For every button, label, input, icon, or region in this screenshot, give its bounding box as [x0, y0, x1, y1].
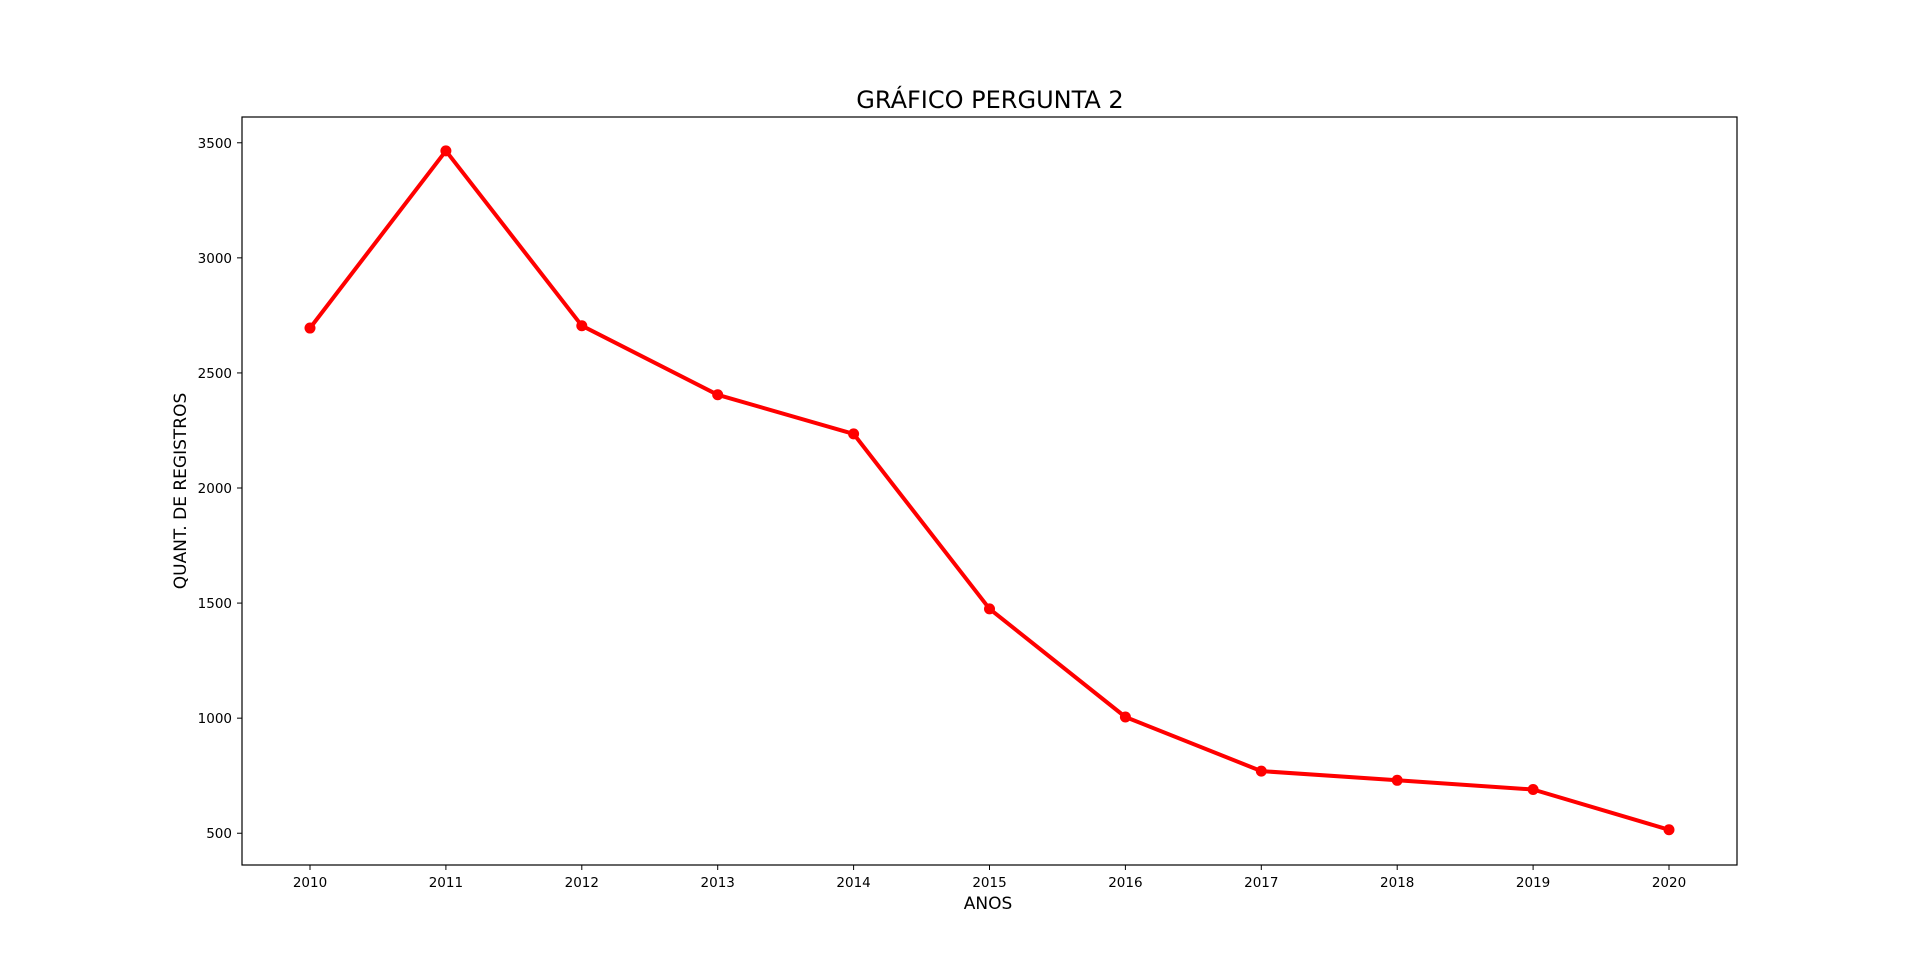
- x-tick-label: 2010: [293, 875, 327, 891]
- data-point: [1119, 711, 1131, 723]
- x-axis-label: ANOS: [964, 894, 1013, 914]
- y-tick-label: 500: [206, 826, 232, 842]
- x-tick-label: 2017: [1244, 875, 1278, 891]
- x-tick-label: 2013: [701, 875, 735, 891]
- data-point: [984, 603, 995, 615]
- data-point: [1255, 765, 1267, 777]
- data-point: [1527, 784, 1539, 796]
- data-point: [576, 320, 588, 332]
- x-tick-label: 2016: [1108, 875, 1142, 891]
- data-point: [848, 428, 860, 440]
- x-tick-label: 2011: [429, 875, 463, 891]
- y-tick-label: 3500: [198, 136, 232, 152]
- y-tick-label: 1000: [198, 711, 232, 727]
- y-axis-label: QUANT. DE REGISTROS: [171, 393, 191, 589]
- x-tick-label: 2019: [1516, 875, 1550, 891]
- y-tick-label: 2000: [198, 481, 232, 497]
- x-tick-label: 2018: [1380, 875, 1414, 891]
- x-tick-label: 2020: [1652, 875, 1686, 891]
- y-tick-label: 1500: [198, 596, 232, 612]
- y-tick-label: 3000: [198, 251, 232, 267]
- data-point: [304, 322, 316, 334]
- y-axis: 500 1000 1500 2000 2500 3000 3500: [198, 136, 242, 842]
- y-tick-label: 2500: [198, 366, 232, 382]
- data-point: [1391, 774, 1403, 786]
- series-layer: [304, 145, 1675, 836]
- x-tick-label: 2014: [836, 875, 870, 891]
- x-tick-label: 2015: [972, 875, 1006, 891]
- data-point: [440, 145, 452, 157]
- chart-title: GRÁFICO PERGUNTA 2: [856, 85, 1123, 114]
- x-tick-label: 2012: [565, 875, 599, 891]
- x-axis: 2010 2011 2012 2013 2014 2015 2016 2017 2018 2019…: [293, 865, 1686, 891]
- data-point: [1663, 824, 1675, 836]
- data-point: [712, 389, 724, 401]
